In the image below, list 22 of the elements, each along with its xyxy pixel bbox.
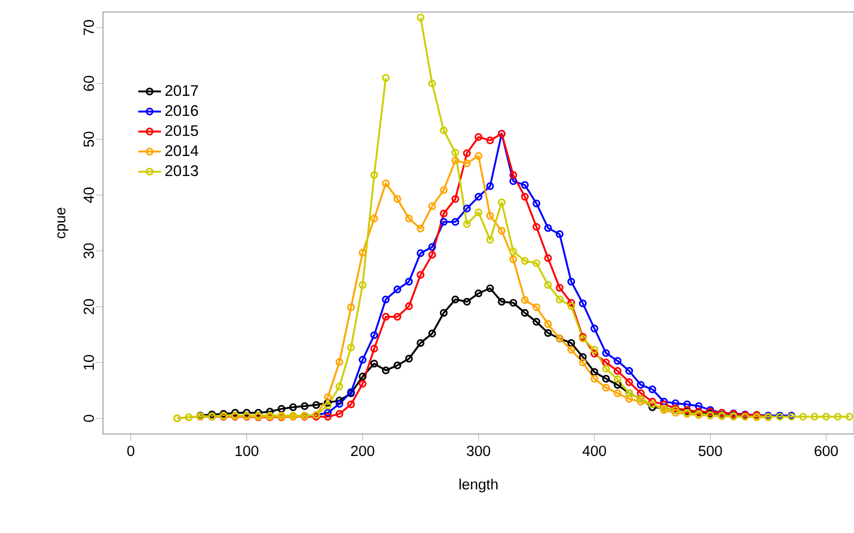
legend-label: 2015 [165, 125, 198, 136]
legend-label: 2017 [165, 85, 198, 96]
y-tick-label: 40 [84, 188, 94, 203]
y-axis-title: cpue [57, 208, 68, 238]
y-tick-label: 20 [84, 299, 94, 314]
legend-label: 2013 [165, 165, 198, 176]
y-tick-label: 30 [84, 243, 94, 258]
y-tick-label: 70 [84, 20, 94, 36]
x-tick-label: 300 [466, 446, 490, 456]
x-tick-label: 100 [236, 446, 258, 456]
y-tick-label: 10 [84, 354, 94, 370]
y-tick-label: 50 [84, 132, 94, 147]
x-tick-label: 200 [351, 446, 374, 456]
x-axis-title: length [460, 478, 498, 492]
y-tick-label: 60 [84, 76, 94, 91]
x-tick-label: 400 [582, 446, 606, 456]
legend-label: 2014 [165, 145, 198, 156]
x-tick-label: 500 [698, 446, 722, 456]
y-tick-label: 0 [84, 414, 94, 422]
legend-label: 2016 [165, 105, 198, 116]
x-tick-label: 600 [814, 446, 838, 456]
x-tick-label: 0 [127, 446, 134, 456]
